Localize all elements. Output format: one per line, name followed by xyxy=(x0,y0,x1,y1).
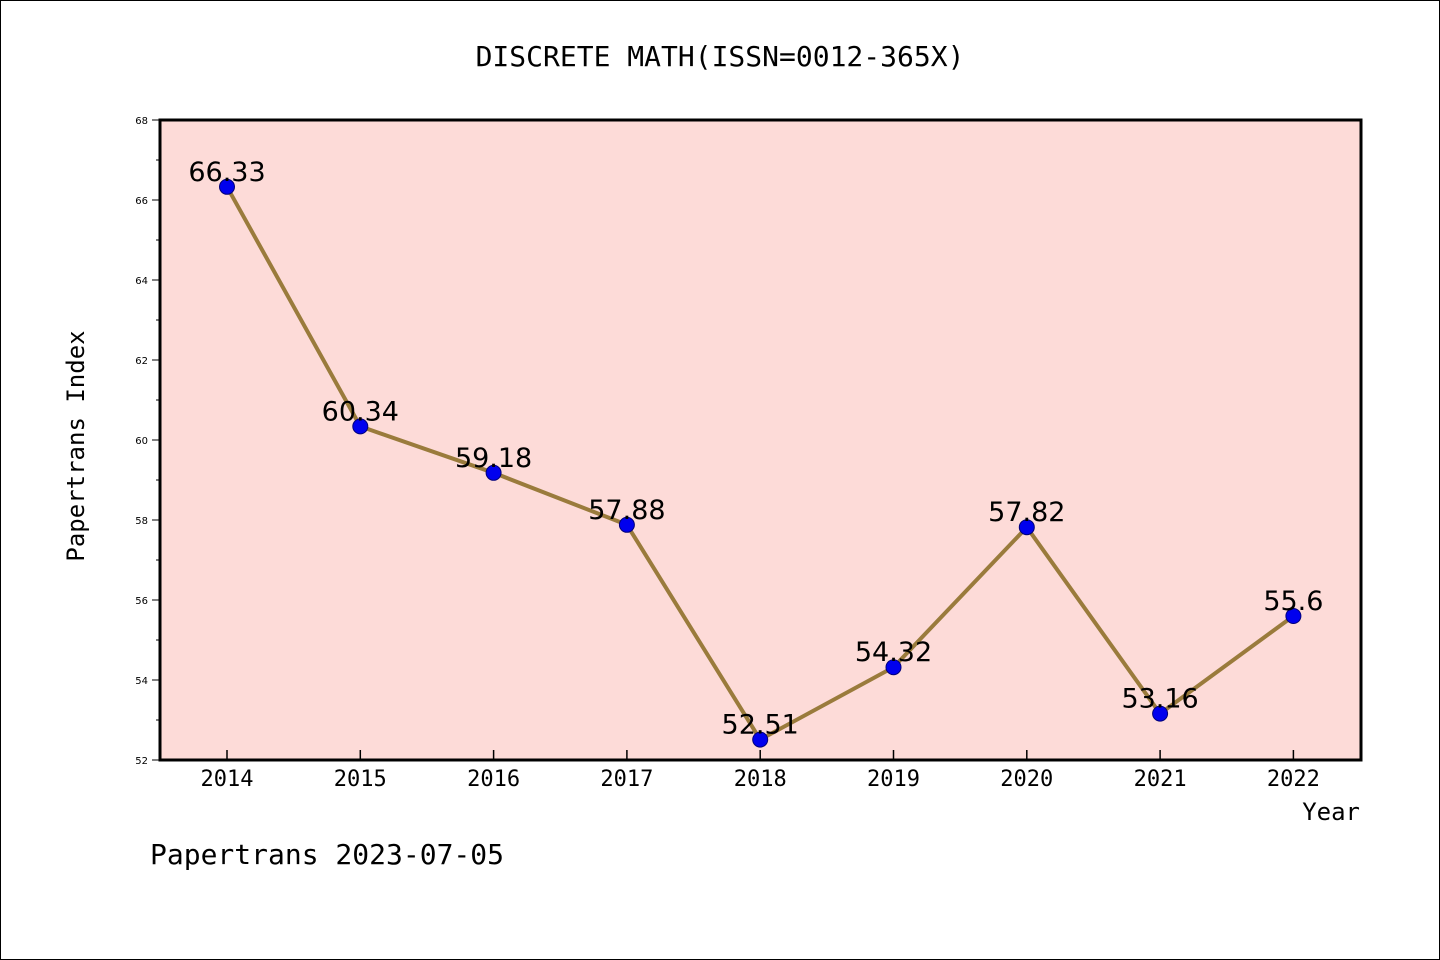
x-tick-label: 2022 xyxy=(1267,767,1320,792)
data-label: 53.16 xyxy=(1121,684,1198,715)
x-tick-label: 2016 xyxy=(467,767,520,792)
data-label: 57.88 xyxy=(588,495,665,526)
y-tick-label: 56 xyxy=(135,596,148,607)
y-tick-label: 54 xyxy=(135,676,148,687)
data-label: 55.6 xyxy=(1263,586,1323,617)
y-tick-label: 68 xyxy=(135,116,148,127)
x-tick-label: 2015 xyxy=(334,767,387,792)
data-point xyxy=(752,731,769,748)
data-point xyxy=(352,418,369,435)
data-label: 59.18 xyxy=(455,443,532,474)
x-tick-label: 2020 xyxy=(1000,767,1053,792)
data-markers xyxy=(219,178,1302,748)
plot-area xyxy=(160,120,1361,760)
data-label: 52.51 xyxy=(722,710,799,741)
y-tick-label: 66 xyxy=(135,196,148,207)
data-label: 66.33 xyxy=(188,157,265,188)
data-labels: 66.33 60.34 59.18 57.88 52.51 54.32 57.82 53.16… xyxy=(188,157,1323,741)
data-point xyxy=(885,659,902,676)
x-axis: 2014 2015 2016 2017 2018 2019 2020 2021 2022 xyxy=(201,750,1320,792)
footer-date: Papertrans 2023-07-05 xyxy=(150,838,504,871)
data-point xyxy=(1285,608,1302,624)
data-point xyxy=(485,464,502,481)
chart-title: DISCRETE MATH(ISSN=0012-365X) xyxy=(476,40,965,73)
y-axis-title: Papertrans Index xyxy=(62,330,90,561)
data-point xyxy=(1018,519,1035,536)
data-label: 54.32 xyxy=(855,637,932,668)
y-tick-label: 58 xyxy=(135,516,148,527)
data-point xyxy=(219,178,235,195)
y-tick-label: 60 xyxy=(135,436,148,447)
y-tick-label: 52 xyxy=(135,756,148,767)
y-axis: 52 54 56 58 60 62 64 66 68 xyxy=(135,116,160,767)
x-tick-label: 2019 xyxy=(867,767,920,792)
data-point xyxy=(1152,705,1169,722)
data-label: 60.34 xyxy=(322,396,399,427)
x-axis-title: Year xyxy=(1302,798,1360,826)
x-tick-label: 2021 xyxy=(1134,767,1187,792)
plot-border xyxy=(158,118,1363,762)
x-tick-label: 2017 xyxy=(600,767,653,792)
y-tick-label: 64 xyxy=(135,276,148,287)
data-point xyxy=(618,516,635,533)
x-tick-label: 2014 xyxy=(201,767,254,792)
y-tick-label: 62 xyxy=(135,356,148,367)
x-tick-label: 2018 xyxy=(734,767,787,792)
data-label: 57.82 xyxy=(988,497,1065,528)
